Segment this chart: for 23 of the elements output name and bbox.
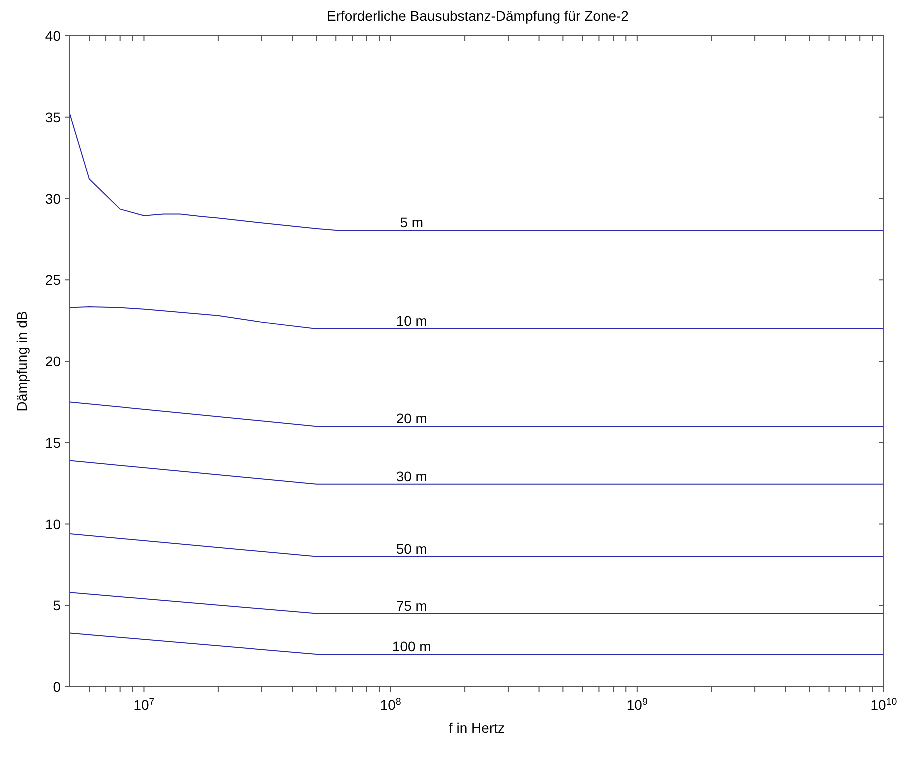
y-tick-label: 40 <box>45 28 62 44</box>
y-axis-title: Dämpfung in dB <box>14 311 30 412</box>
series-label: 100 m <box>392 638 432 654</box>
y-tick-label: 15 <box>45 434 62 451</box>
y-tick-label: 20 <box>45 354 62 370</box>
y-tick-label: 30 <box>45 190 62 207</box>
x-tick-label: 10$^{10}$ <box>870 696 898 713</box>
series-label: 10 m <box>396 312 428 329</box>
y-tick-label: 25 <box>45 272 62 288</box>
series-label: 50 m <box>396 540 428 557</box>
y-tick-label: 35 <box>45 109 62 126</box>
series-label: 5 m <box>400 214 424 230</box>
y-tick-label: 0 <box>53 679 62 695</box>
x-tick-label: 10$^{8}$ <box>380 696 402 713</box>
x-axis-title: f in Hertz <box>448 720 506 736</box>
series-label: 20 m <box>396 410 428 427</box>
chart-title: Erforderliche Bausubstanz-Dämpfung für Zone-2 <box>326 8 630 26</box>
series-label: 75 m <box>396 598 428 614</box>
y-tick-label: 5 <box>53 598 62 614</box>
y-tick-label: 10 <box>45 516 62 532</box>
x-tick-label: 10$^{7}$ <box>134 696 155 713</box>
x-tick-label: 10$^{9}$ <box>626 696 648 713</box>
series-label: 30 m <box>396 468 428 484</box>
